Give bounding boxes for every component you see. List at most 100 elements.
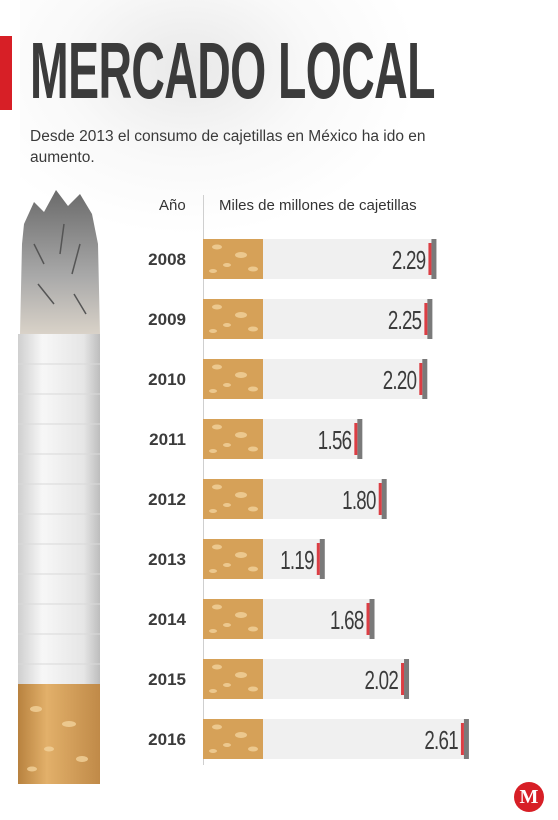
- cigarette-illustration: [18, 190, 100, 784]
- value-label: 2.20: [383, 365, 417, 395]
- value-label: 1.68: [330, 605, 364, 635]
- filter-spot: [248, 746, 258, 752]
- bar-filter: [203, 419, 263, 459]
- bar-ember: [428, 243, 432, 275]
- filter-spot: [235, 672, 247, 678]
- filter-spot: [209, 749, 217, 753]
- bar-group: 2012 1.80: [148, 479, 387, 519]
- year-label: 2016: [148, 730, 186, 749]
- bar-ember: [401, 663, 405, 695]
- filter-spot: [212, 364, 222, 370]
- bar-ash-tip: [431, 239, 437, 279]
- bar-filter: [203, 299, 263, 339]
- bar-ember: [424, 303, 428, 335]
- bar-group: 2010 2.20: [148, 359, 428, 399]
- year-label: 2014: [148, 610, 186, 629]
- filter-spot: [223, 383, 231, 387]
- year-label: 2010: [148, 370, 186, 389]
- year-column-header: Año: [159, 197, 186, 214]
- filter-spot: [212, 304, 222, 310]
- year-label: 2009: [148, 310, 186, 329]
- bar-ember: [460, 723, 464, 755]
- value-label: 2.29: [392, 245, 426, 275]
- bar-filter: [203, 239, 263, 279]
- bar-ash-tip: [357, 419, 363, 459]
- bar-filter: [203, 539, 263, 579]
- value-column-header: Miles de millones de cajetillas: [219, 197, 417, 214]
- filter-spot: [209, 569, 217, 573]
- filter-spot: [223, 563, 231, 567]
- filter-spot: [235, 612, 247, 618]
- filter-spot: [223, 743, 231, 747]
- filter-spot: [248, 686, 258, 692]
- bar-ember: [354, 423, 358, 455]
- filter-spot: [212, 424, 222, 430]
- bar-ash-tip: [422, 359, 428, 399]
- filter-spot: [248, 326, 258, 332]
- bar-group: 2016 2.61: [148, 719, 469, 759]
- filter-spot: [248, 626, 258, 632]
- filter-spot: [212, 544, 222, 550]
- filter-spot: [248, 566, 258, 572]
- filter-spot: [223, 443, 231, 447]
- bar-group: 2011 1.56: [149, 419, 363, 459]
- value-label: 2.02: [364, 665, 398, 695]
- page-title: MERCADO LOCAL: [30, 26, 435, 115]
- bar-ash-tip: [427, 299, 433, 339]
- bar-ember: [378, 483, 382, 515]
- filter-spot: [212, 664, 222, 670]
- filter-spot: [235, 492, 247, 498]
- filter-spot: [212, 724, 222, 730]
- bar-ash-tip: [319, 539, 325, 579]
- bar-filter: [203, 659, 263, 699]
- filter-spot: [223, 623, 231, 627]
- filter-spot: [209, 389, 217, 393]
- value-label: 1.56: [318, 425, 352, 455]
- filter-spot: [223, 503, 231, 507]
- filter-spot: [235, 372, 247, 378]
- bar-group: 2009 2.25: [148, 299, 433, 339]
- filter-spot: [248, 386, 258, 392]
- brand-logo: M: [514, 782, 544, 812]
- bar-filter: [203, 359, 263, 399]
- filter-spot: [235, 432, 247, 438]
- filter-spot: [209, 689, 217, 693]
- filter-spot: [209, 269, 217, 273]
- filter-spot: [209, 449, 217, 453]
- bar-group: 2008 2.29: [148, 239, 437, 279]
- bar-ember: [366, 603, 370, 635]
- bar-ash-tip: [369, 599, 375, 639]
- page-subtitle: Desde 2013 el consumo de cajetillas en M…: [30, 128, 426, 166]
- value-label: 2.25: [388, 305, 422, 335]
- filter-spot: [212, 244, 222, 250]
- filter-spot: [235, 552, 247, 558]
- value-label: 1.80: [342, 485, 376, 515]
- filter-spot: [212, 604, 222, 610]
- bar-ash-tip: [404, 659, 410, 699]
- year-label: 2011: [149, 430, 186, 449]
- filter-spot: [235, 732, 247, 738]
- bar-ash-tip: [463, 719, 469, 759]
- bar-group: 2013 1.19: [148, 539, 325, 579]
- year-label: 2015: [148, 670, 186, 689]
- filter-spot: [235, 252, 247, 258]
- bar-filter: [203, 719, 263, 759]
- filter-spot: [223, 263, 231, 267]
- bar-ash-tip: [381, 479, 387, 519]
- filter-spot: [248, 446, 258, 452]
- filter-spot: [212, 484, 222, 490]
- year-label: 2013: [148, 550, 186, 569]
- bar-ember: [419, 363, 423, 395]
- bar-ember: [316, 543, 320, 575]
- filter-spot: [209, 509, 217, 513]
- filter-spot: [209, 629, 217, 633]
- filter-spot: [209, 329, 217, 333]
- value-label: 2.61: [424, 725, 458, 755]
- filter-spot: [248, 506, 258, 512]
- filter-spot: [235, 312, 247, 318]
- bar-group: 2015 2.02: [148, 659, 410, 699]
- bar-filter: [203, 479, 263, 519]
- filter-spot: [223, 323, 231, 327]
- bar-filter: [203, 599, 263, 639]
